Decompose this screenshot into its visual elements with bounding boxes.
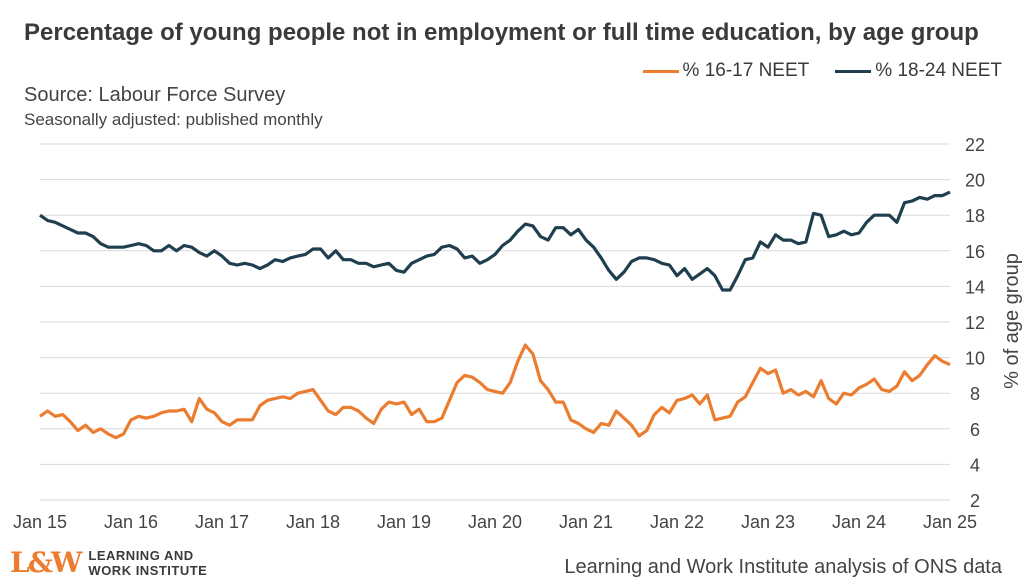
x-tick-label: Jan 23 — [741, 512, 795, 532]
y-tick-label: 12 — [965, 313, 985, 333]
y-axis-ticks: 2 4 6 8 10 12 14 16 18 20 22 — [965, 135, 985, 511]
y-tick-label: 10 — [965, 349, 985, 369]
gridlines — [40, 143, 950, 501]
chart-title: Percentage of young people not in employ… — [24, 19, 979, 46]
logo-line1: LEARNING AND — [88, 547, 194, 563]
y-tick-label: 18 — [965, 206, 985, 226]
legend-swatch-18-24 — [835, 69, 872, 73]
y-tick-label: 8 — [970, 384, 980, 404]
series-lines — [39, 190, 951, 440]
y-tick-label: 20 — [965, 171, 985, 191]
series-line-1 — [39, 190, 951, 292]
legend: % 16-17 NEET % 18-24 NEET — [642, 60, 1002, 82]
legend-item-16-17: % 16-17 NEET — [642, 60, 810, 82]
x-tick-label: Jan 15 — [13, 512, 67, 532]
legend-label-16-17: % 16-17 NEET — [682, 60, 810, 81]
logo-mark: L&W — [10, 546, 82, 579]
y-tick-label: 6 — [970, 420, 980, 440]
x-tick-label: Jan 18 — [286, 512, 340, 532]
y-tick-label: 2 — [970, 491, 980, 511]
chart-note: Seasonally adjusted: published monthly — [24, 110, 323, 129]
y-axis-label: % of age group — [1001, 253, 1023, 389]
x-axis-ticks: Jan 15 Jan 16 Jan 17 Jan 18 Jan 19 Jan 20 Jan … — [13, 512, 977, 532]
legend-label-18-24: % 18-24 NEET — [875, 60, 1002, 81]
legend-item-18-24: % 18-24 NEET — [835, 60, 1002, 82]
y-tick-label: 14 — [965, 277, 985, 297]
logo-line2: WORK INSTITUTE — [88, 562, 208, 578]
x-tick-label: Jan 20 — [468, 512, 522, 532]
x-tick-label: Jan 17 — [195, 512, 249, 532]
y-tick-label: 22 — [965, 135, 985, 155]
lw-logo: L&W LEARNING AND WORK INSTITUTE — [10, 546, 207, 579]
logo-text: LEARNING AND WORK INSTITUTE — [88, 548, 207, 578]
series-line-0 — [39, 343, 951, 440]
legend-swatch-16-17 — [642, 69, 679, 73]
x-tick-label: Jan 22 — [650, 512, 704, 532]
x-tick-label: Jan 16 — [104, 512, 158, 532]
x-tick-label: Jan 19 — [377, 512, 431, 532]
y-tick-label: 4 — [970, 455, 980, 475]
footer-credit: Learning and Work Institute analysis of … — [564, 556, 1002, 578]
chart-source: Source: Labour Force Survey — [24, 84, 286, 106]
x-tick-label: Jan 25 — [923, 512, 977, 532]
y-tick-label: 16 — [965, 242, 985, 262]
x-tick-label: Jan 24 — [832, 512, 886, 532]
x-tick-label: Jan 21 — [559, 512, 613, 532]
